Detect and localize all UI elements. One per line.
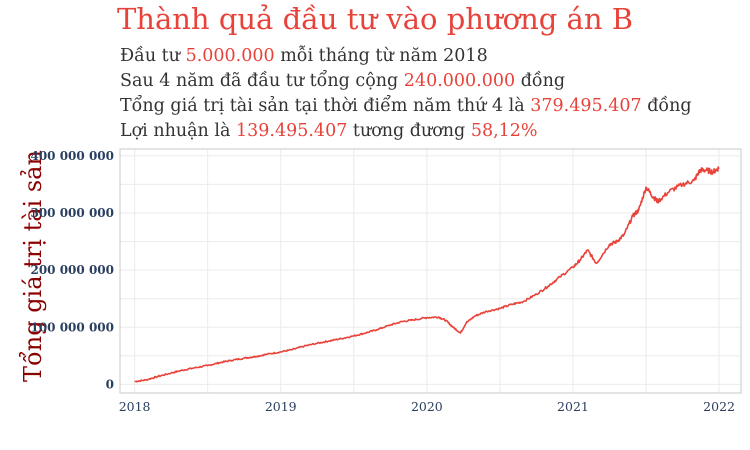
series-line	[134, 166, 720, 383]
summary-4-value2: 58,12%	[470, 121, 538, 141]
summary-4-value: 139.495.407	[236, 121, 348, 141]
summary-line-1: Đầu tư 5.000.000 mỗi tháng từ năm 2018	[120, 46, 488, 66]
summary-1-post: mỗi tháng từ năm 2018	[274, 46, 488, 66]
x-tick-label: 2018	[119, 399, 151, 414]
x-axis: 2018 2019 2020 2021 2022	[119, 399, 735, 414]
y-axis: 0 100 000 000 200 000 000 300 000 000 400 00…	[30, 149, 114, 392]
x-tick-label: 2021	[557, 399, 589, 414]
summary-3-value: 379.495.407	[530, 96, 642, 116]
grid	[120, 149, 741, 393]
summary-2-pre: Sau 4 năm đã đầu tư tổng cộng	[120, 71, 404, 91]
summary-3-post: đồng	[641, 96, 692, 116]
y-tick-label: 0	[106, 377, 114, 391]
summary-1-pre: Đầu tư	[120, 46, 186, 66]
summary-1-value: 5.000.000	[185, 46, 275, 66]
chart-title: Thành quả đầu tư vào phương án B	[116, 2, 634, 36]
x-tick-label: 2019	[265, 399, 297, 414]
x-tick-label: 2022	[703, 399, 735, 414]
y-tick-label: 300 000 000	[30, 206, 114, 220]
y-tick-label: 200 000 000	[30, 263, 114, 277]
summary-line-3: Tổng giá trị tài sản tại thời điểm năm t…	[120, 96, 692, 116]
y-tick-label: 400 000 000	[30, 149, 114, 163]
summary-line-4: Lợi nhuận là 139.495.407 tương đương 58,…	[120, 121, 538, 141]
summary-3-pre: Tổng giá trị tài sản tại thời điểm năm t…	[120, 96, 531, 116]
summary-4-mid: tương đương	[347, 121, 471, 141]
summary-4-pre: Lợi nhuận là	[120, 121, 236, 141]
summary-2-post: đồng	[515, 71, 566, 91]
plot-frame	[119, 148, 742, 394]
x-tick-label: 2020	[411, 399, 443, 414]
summary-line-2: Sau 4 năm đã đầu tư tổng cộng 240.000.00…	[120, 71, 565, 91]
y-tick-label: 100 000 000	[30, 320, 114, 334]
summary-2-value: 240.000.000	[403, 71, 516, 91]
